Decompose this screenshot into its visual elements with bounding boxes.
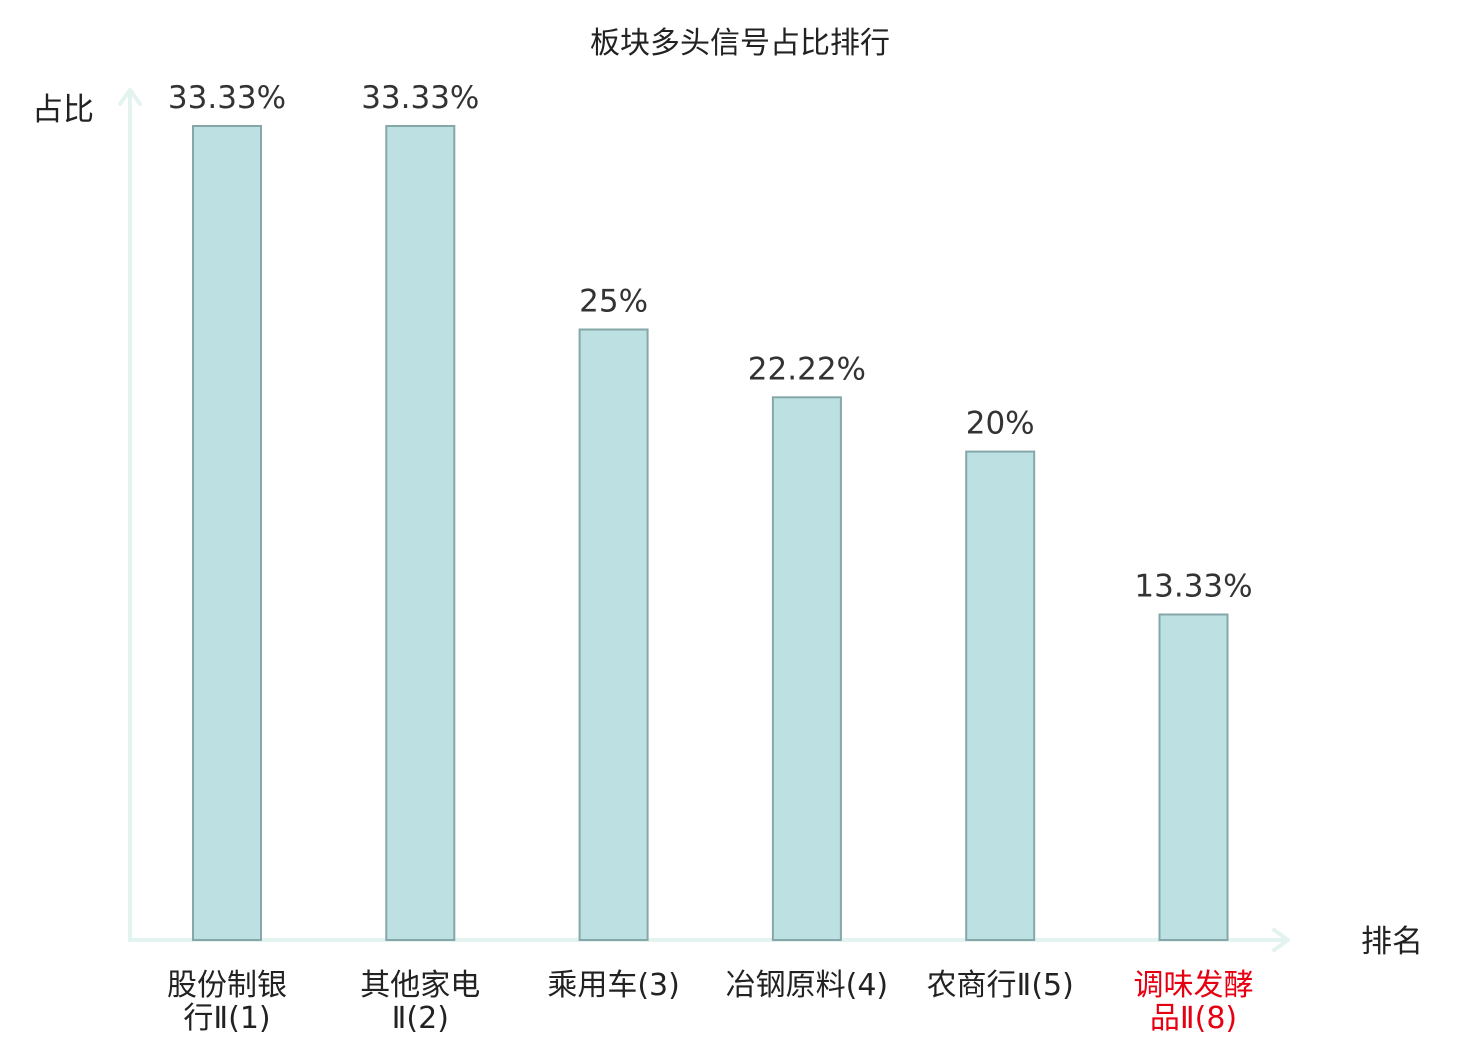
value-label-3: 25%	[579, 284, 648, 320]
category-label-line: 股份制银	[167, 968, 287, 1003]
category-label-2: 其他家电 Ⅱ(2)	[360, 968, 480, 1036]
bar-5	[965, 450, 1036, 941]
category-label-6: 调味发酵品Ⅱ(8)	[1134, 968, 1254, 1036]
category-labels-group: 股份制银行Ⅱ(1) 其他家电 Ⅱ(2) 乘用车(3) 冶钢原料(4) 农商行Ⅱ(5) 调味发…	[167, 968, 1254, 1036]
bar-3	[578, 328, 649, 941]
bar-1	[192, 125, 262, 941]
x-axis-arrow-icon	[1272, 928, 1290, 952]
value-labels-group: 33.33% 33.33% 25% 22.22% 20% 13.33%	[168, 80, 1253, 605]
category-label-4: 冶钢原料(4)	[726, 968, 889, 1003]
value-label-5: 20%	[966, 406, 1035, 442]
bar-4	[771, 396, 842, 941]
value-label-4: 22.22%	[748, 351, 866, 387]
category-label-line: 调味发酵	[1134, 968, 1254, 1003]
y-axis-label: 占比	[32, 92, 94, 128]
category-label-5: 农商行Ⅱ(5)	[927, 968, 1074, 1003]
value-label-2: 33.33%	[361, 80, 479, 116]
bar-2	[385, 125, 456, 941]
bar-6	[1158, 613, 1229, 941]
x-axis-label: 排名	[1361, 924, 1423, 960]
value-label-6: 13.33%	[1134, 569, 1252, 605]
category-label-line: 乘用车(3)	[547, 968, 680, 1003]
category-label-line: 行Ⅱ(1)	[183, 1001, 270, 1036]
category-label-line: 冶钢原料(4)	[726, 968, 889, 1003]
category-label-line: Ⅱ(2)	[392, 1001, 449, 1036]
category-label-line: 其他家电	[360, 968, 480, 1003]
category-label-line: 品Ⅱ(8)	[1150, 1001, 1237, 1036]
bars-group	[192, 125, 1229, 941]
chart-title: 板块多头信号占比排行	[590, 26, 890, 61]
value-label-1: 33.33%	[168, 80, 286, 116]
category-label-1: 股份制银行Ⅱ(1)	[167, 968, 287, 1036]
category-label-line: 农商行Ⅱ(5)	[927, 968, 1074, 1003]
category-label-3: 乘用车(3)	[547, 968, 680, 1003]
y-axis-arrow-icon	[118, 88, 142, 106]
